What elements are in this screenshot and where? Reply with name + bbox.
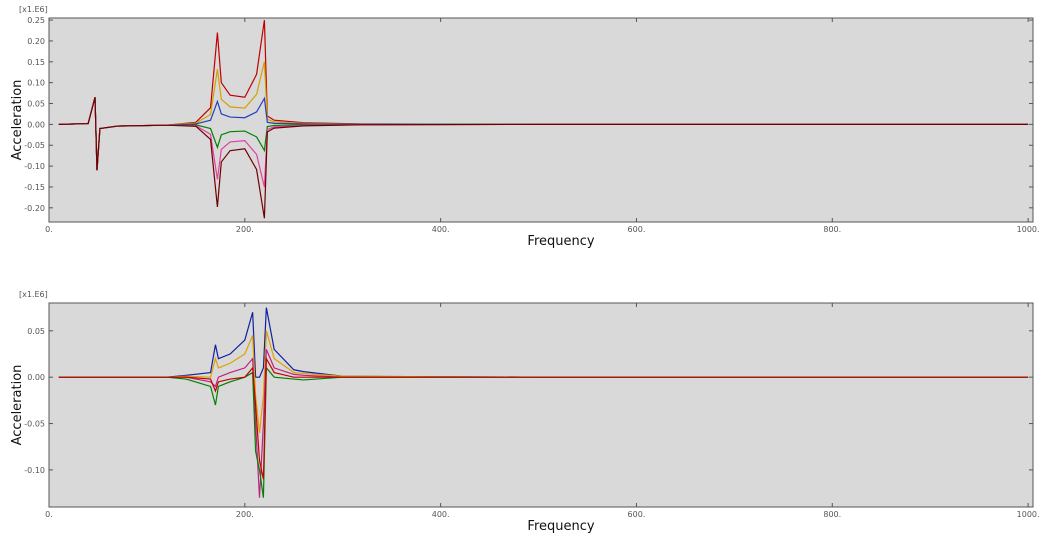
x-axis-title: Frequency (527, 519, 594, 534)
x-tick-label: 200. (236, 225, 254, 234)
y-axis-title: Acceleration (10, 365, 25, 446)
y-tick-label: -0.20 (24, 204, 45, 213)
y-tick-label: -0.05 (24, 141, 45, 150)
y-tick-label: 0.10 (27, 79, 45, 88)
y-tick-label: 0.05 (27, 100, 45, 109)
series-line (58, 356, 1029, 480)
series-group (58, 307, 1029, 498)
series-line (58, 307, 1029, 378)
y-axis-title: Acceleration (10, 80, 25, 161)
y-multiplier: [x1.E6] (19, 5, 48, 14)
y-tick-label: 0.15 (27, 58, 45, 67)
y-tick-label: 0.05 (27, 327, 45, 336)
y-tick-label: -0.05 (24, 420, 45, 429)
x-tick-label: 400. (432, 225, 450, 234)
y-tick-label: 0.25 (27, 16, 45, 25)
x-tick-label: 0. (45, 510, 53, 519)
y-multiplier: [x1.E6] (19, 290, 48, 299)
plot: 0.05 0.00 -0.05 -0.10 0. 200. 400. 600. 800. 1000… (10, 290, 1040, 534)
y-tick-label: 0.20 (27, 37, 45, 46)
series-line (58, 330, 1029, 433)
y-tick-label: -0.15 (24, 183, 45, 192)
series-group (58, 20, 1029, 219)
series-line (58, 366, 1029, 498)
y-tick-label: -0.10 (24, 466, 45, 475)
plot-area (48, 302, 1034, 508)
x-tick-label: 800. (823, 510, 841, 519)
series-line (58, 349, 1029, 498)
y-tick-label: 0.00 (27, 373, 45, 382)
x-tick-label: 200. (236, 510, 254, 519)
x-tick-label: 600. (628, 510, 646, 519)
plot: 0.25 0.20 0.15 0.10 0.05 0.00 -0.05 -0.10 -0.15 -… (10, 5, 1040, 249)
x-tick-label: 600. (628, 225, 646, 234)
x-tick-label: 1000. (1017, 225, 1040, 234)
series-line (58, 97, 1029, 219)
x-tick-label: 400. (432, 510, 450, 519)
x-tick-label: 0. (45, 225, 53, 234)
y-tick-label: -0.10 (24, 162, 45, 171)
x-axis-title: Frequency (527, 234, 594, 249)
x-tick-label: 800. (823, 225, 841, 234)
plot-area (48, 17, 1034, 223)
y-tick-label: 0.00 (27, 120, 45, 129)
x-tick-label: 1000. (1017, 510, 1040, 519)
